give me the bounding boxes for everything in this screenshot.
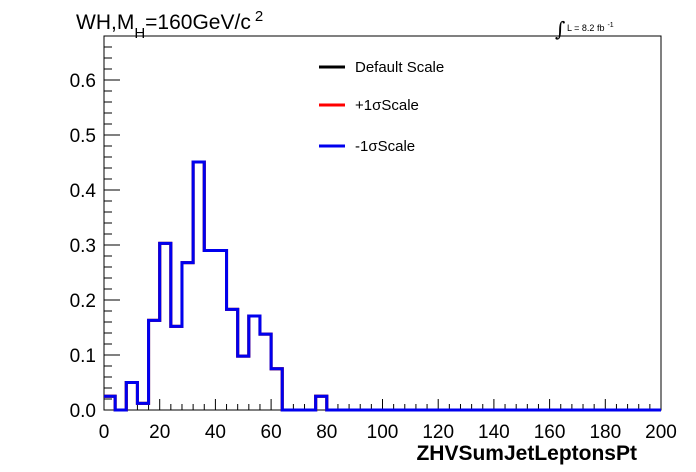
title-superscript: 2: [255, 8, 263, 25]
y-tick-label: 0.1: [70, 346, 96, 367]
x-tick-label: 100: [367, 422, 399, 443]
y-tick-label: 0.3: [70, 236, 96, 257]
svg-text:L = 8.2 fb-1: L = 8.2 fb -1: [567, 22, 614, 33]
y-tick-label: 0.2: [70, 291, 96, 312]
y-tick-label: 0.6: [70, 71, 96, 92]
x-tick-label: 0: [99, 422, 110, 443]
y-tick-label: 0.5: [70, 126, 96, 147]
x-tick-label: 40: [205, 422, 226, 443]
legend-label: Default Scale: [355, 59, 444, 76]
title-rest: =160GeV/c: [145, 11, 251, 34]
x-tick-label: 80: [316, 422, 337, 443]
title-main: WH,M: [76, 11, 134, 34]
x-tick-label: 180: [589, 422, 621, 443]
x-tick-label: 120: [422, 422, 454, 443]
y-tick-label: 0.4: [70, 181, 97, 202]
y-axis: 0.0 0.1 0.2 0.3 0.4 0.5 0.6: [70, 35, 120, 422]
y-tick-label: 0.0: [70, 401, 96, 422]
series-layer: [104, 160, 661, 412]
series-line-2: [104, 160, 661, 412]
x-tick-label: 140: [478, 422, 510, 443]
x-tick-label: 160: [534, 422, 566, 443]
plot-frame: [103, 35, 662, 411]
lumi-text: L = 8.2 fb: [567, 23, 604, 33]
legend-label: -1σScale: [355, 138, 415, 155]
chart-title: WH,MH=160GeV/c 2: [76, 8, 263, 42]
x-tick-label: 20: [149, 422, 170, 443]
x-tick-label: 60: [261, 422, 282, 443]
x-tick-label: 200: [645, 422, 677, 443]
luminosity-label: ∫ L = 8.2 fb -1: [555, 17, 614, 41]
lumi-superscript: -1: [607, 22, 613, 29]
x-axis: 0 20 40 60 80 100 120 140 160 180 200: [99, 399, 677, 443]
legend-label: +1σScale: [355, 97, 419, 114]
title-subscript: H: [134, 25, 145, 42]
legend: Default Scale +1σScale -1σScale: [319, 59, 444, 155]
x-axis-label: ZHVSumJetLeptonsPt: [416, 442, 637, 465]
integral-symbol: ∫: [555, 17, 565, 41]
